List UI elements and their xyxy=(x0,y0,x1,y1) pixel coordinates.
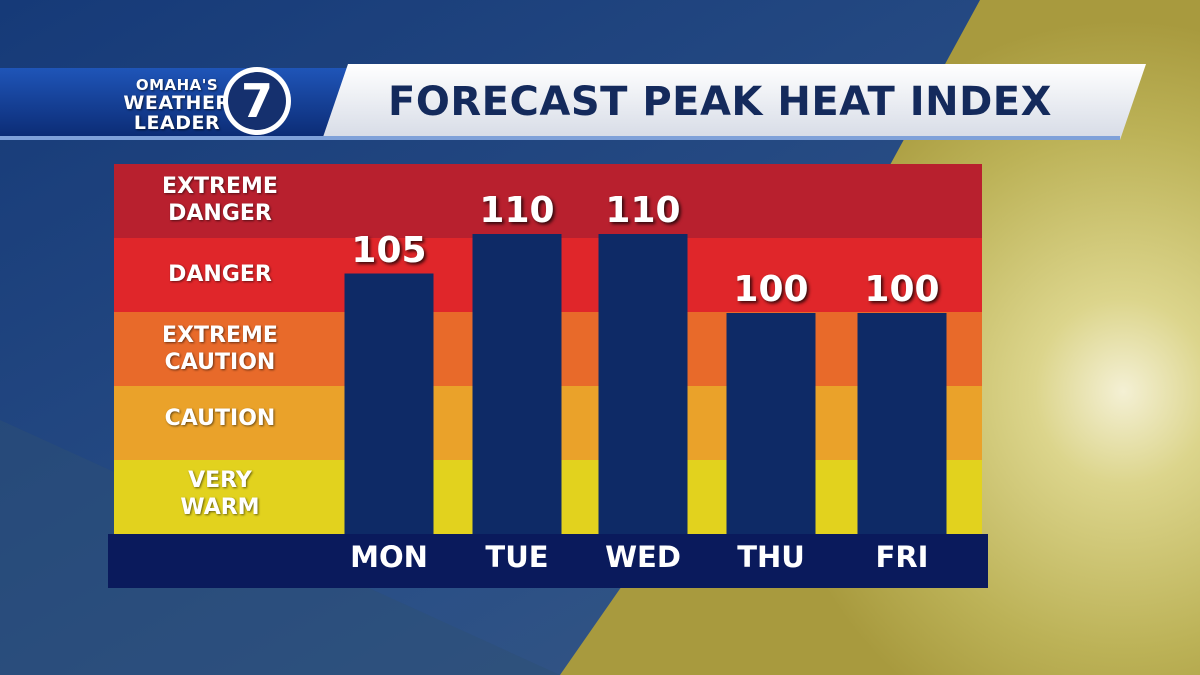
header-banner: OMAHA'S WEATHER LEADER 7 FORECAST PEAK H… xyxy=(0,64,1200,142)
zone-label-extreme-caution: EXTREME CAUTION xyxy=(162,323,278,375)
value-label-mon: 105 xyxy=(351,229,427,271)
logo-number: 7 xyxy=(241,74,273,128)
value-label-thu: 100 xyxy=(733,269,809,310)
logo-text-line1: OMAHA'S xyxy=(135,76,219,94)
logo-text-line2: WEATHER xyxy=(123,92,231,114)
zone-label-caution: CAUTION xyxy=(164,406,276,431)
channel-7-logo-icon: 7 xyxy=(223,67,291,135)
day-label-fri: FRI xyxy=(875,540,929,574)
value-label-tue: 110 xyxy=(479,190,555,231)
page-title: FORECAST PEAK HEAT INDEX xyxy=(388,79,1052,125)
zone-band-extreme-danger xyxy=(114,164,982,238)
day-label-mon: MON xyxy=(350,540,428,574)
bar-thu xyxy=(726,313,816,534)
value-label-wed: 110 xyxy=(605,190,681,231)
zone-label-very-warm: VERY WARM xyxy=(180,468,260,520)
day-label-tue: TUE xyxy=(485,540,549,574)
value-label-fri: 100 xyxy=(864,269,940,310)
day-label-thu: THU xyxy=(737,540,805,574)
logo-text-line3: LEADER xyxy=(133,112,221,134)
bar-tue xyxy=(472,234,562,534)
zone-label-extreme-danger: EXTREME DANGER xyxy=(162,174,278,226)
bar-wed xyxy=(598,234,688,534)
bar-mon xyxy=(344,273,434,534)
zone-label-danger: DANGER xyxy=(168,262,272,287)
category-axis-band xyxy=(108,534,988,588)
day-label-wed: WED xyxy=(605,540,681,574)
bar-fri xyxy=(857,313,947,534)
